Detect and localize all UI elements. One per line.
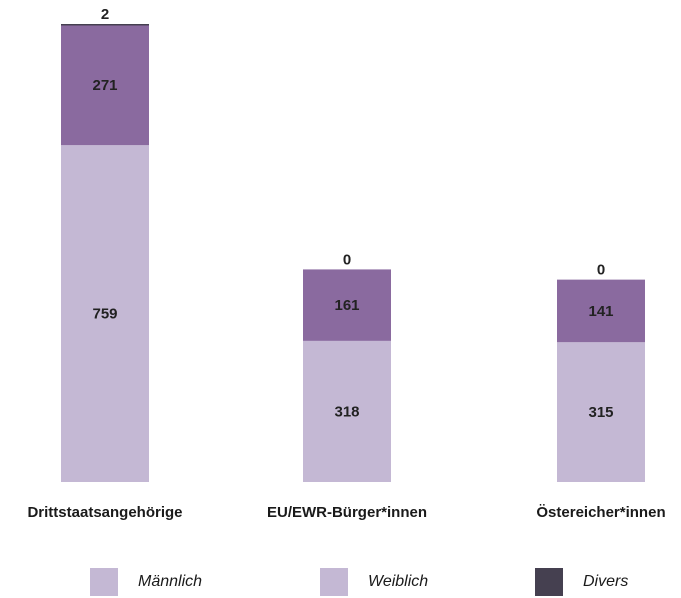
legend-label-maennlich: Männlich bbox=[138, 573, 203, 590]
legend-swatch-divers bbox=[535, 568, 563, 596]
value-label-oestereicher-innen-maennlich: 315 bbox=[588, 404, 613, 421]
bar-drittstaatsangehoerige-divers bbox=[61, 24, 149, 26]
value-label-drittstaatsangehoerige-divers: 2 bbox=[101, 6, 109, 23]
stacked-bar-chart: 759 271 2 Drittstaatsangehörige 318 161 0 EU/EW… bbox=[27, 6, 665, 521]
category-label-drittstaatsangehoerige: Drittstaatsangehörige bbox=[27, 504, 182, 521]
legend-item-divers: Divers bbox=[535, 568, 628, 596]
bar-eu-ewr-buerger-innen-weiblich bbox=[303, 269, 391, 341]
value-label-drittstaatsangehoerige-weiblich: 271 bbox=[92, 77, 117, 94]
value-label-oestereicher-innen-weiblich: 141 bbox=[588, 303, 613, 320]
bar-drittstaatsangehoerige-weiblich bbox=[61, 24, 149, 146]
value-label-oestereicher-innen-divers: 0 bbox=[597, 262, 605, 279]
legend-label-weiblich: Weiblich bbox=[368, 573, 429, 590]
legend-item-maennlich: Männlich bbox=[90, 568, 202, 596]
legend: Männlich Weiblich Divers bbox=[0, 568, 681, 598]
bar-oestereicher-innen-maennlich bbox=[557, 342, 645, 482]
value-label-eu-ewr-buerger-innen-weiblich: 161 bbox=[334, 297, 359, 314]
bar-drittstaatsangehoerige-maennlich bbox=[61, 145, 149, 482]
legend-swatch-maennlich bbox=[90, 568, 118, 596]
bar-eu-ewr-buerger-innen-maennlich bbox=[303, 340, 391, 482]
value-label-drittstaatsangehoerige-maennlich: 759 bbox=[92, 306, 117, 323]
legend-swatch-weiblich bbox=[320, 568, 348, 596]
category-label-eu-ewr-buerger-innen: EU/EWR-Bürger*innen bbox=[267, 504, 427, 521]
category-label-oestereicher-innen: Östereicher*innen bbox=[536, 504, 665, 521]
legend-label-divers: Divers bbox=[583, 573, 629, 590]
value-label-eu-ewr-buerger-innen-maennlich: 318 bbox=[334, 403, 359, 420]
legend-item-weiblich: Weiblich bbox=[320, 568, 428, 596]
bar-oestereicher-innen-weiblich bbox=[557, 279, 645, 343]
value-label-eu-ewr-buerger-innen-divers: 0 bbox=[343, 251, 351, 268]
